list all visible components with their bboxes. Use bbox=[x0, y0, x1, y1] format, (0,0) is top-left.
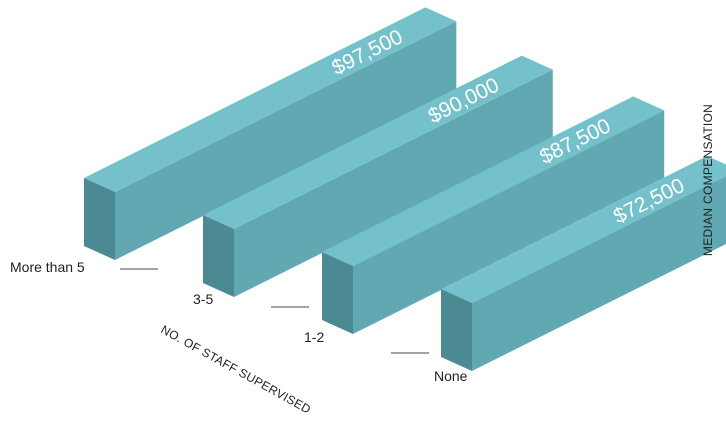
x-axis-label: NO. OF STAFF SUPERVISED bbox=[159, 322, 314, 416]
bar-front-face bbox=[234, 69, 553, 297]
bar-top-face bbox=[84, 7, 457, 193]
category-label: None bbox=[434, 368, 468, 384]
bar: $97,500 bbox=[84, 7, 457, 261]
bar-side-face bbox=[203, 215, 234, 297]
bar-top-face bbox=[322, 96, 665, 266]
bar-side-face bbox=[84, 178, 115, 260]
bar-top-face bbox=[441, 155, 726, 303]
category-label: More than 5 bbox=[10, 259, 85, 275]
category-label: 3-5 bbox=[193, 291, 213, 307]
bar-front-face bbox=[353, 110, 665, 334]
bar-front-face bbox=[472, 176, 726, 371]
bar-top-face bbox=[203, 55, 553, 229]
bar: $72,500 bbox=[441, 155, 726, 371]
category-label: 1-2 bbox=[304, 329, 324, 345]
bar-side-face bbox=[322, 252, 353, 334]
bars-group: $97,500$90,000$87,500$72,500 bbox=[84, 7, 726, 371]
bar: $90,000 bbox=[203, 55, 553, 297]
bar-front-face bbox=[115, 21, 457, 261]
y-axis-label: MEDIAN COMPENSATION bbox=[701, 104, 715, 256]
category-labels: More than 5 3-5 1-2 None bbox=[10, 259, 468, 384]
bar-side-face bbox=[441, 289, 472, 371]
category-ticks bbox=[120, 268, 429, 354]
